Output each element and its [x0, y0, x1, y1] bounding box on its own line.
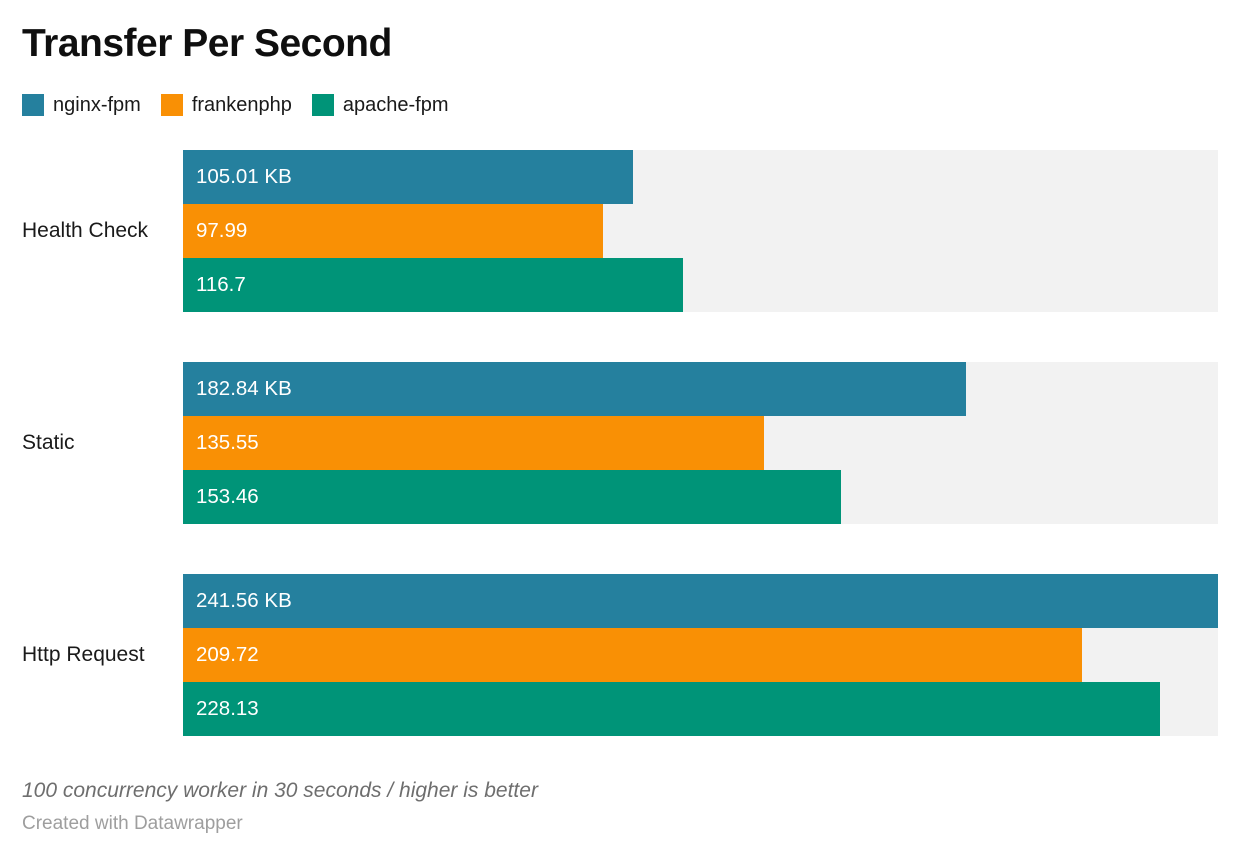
bar-stack: 182.84 KB 135.55 153.46	[183, 361, 1218, 524]
category-label: Http Request	[22, 642, 145, 666]
legend-item: nginx-fpm	[22, 94, 141, 117]
legend-label: frankenphp	[191, 93, 292, 116]
bar-group: Health Check 105.01 KB 97.99 116.7	[22, 149, 1218, 312]
legend-swatch-icon	[160, 94, 183, 117]
bar-value-label: 116.7	[196, 272, 246, 296]
chart-title: Transfer Per Second	[22, 22, 392, 65]
datawrapper-link[interactable]: Created with Datawrapper	[22, 812, 243, 834]
bar-value-label: 105.01 KB	[196, 164, 292, 188]
bar-track: 97.99	[183, 203, 1218, 258]
legend: nginx-fpm frankenphp apache-fpm	[22, 94, 1218, 117]
bar-group: Http Request 241.56 KB 209.72 228.13	[22, 573, 1218, 736]
bar: 241.56 KB	[183, 573, 1218, 628]
bar-value-label: 241.56 KB	[196, 588, 292, 612]
bar-value-label: 97.99	[196, 218, 248, 242]
bar: 116.7	[183, 257, 684, 312]
footer-note: 100 concurrency worker in 30 seconds / h…	[22, 778, 538, 802]
bar-track: 153.46	[183, 469, 1218, 524]
bar-value-label: 153.46	[196, 484, 259, 508]
attribution: Created with Datawrapper	[22, 813, 1218, 835]
category-label: Static	[22, 430, 75, 454]
bar-track: 105.01 KB	[183, 149, 1218, 204]
legend-label: apache-fpm	[342, 93, 449, 116]
category-label: Health Check	[22, 218, 149, 242]
bar: 97.99	[183, 203, 603, 258]
bar-chart: Health Check 105.01 KB 97.99 116.7 Static 182…	[22, 149, 1218, 736]
bar-value-label: 182.84 KB	[196, 376, 292, 400]
bar: 209.72	[183, 627, 1082, 682]
bar-stack: 241.56 KB 209.72 228.13	[183, 573, 1218, 736]
bar: 105.01 KB	[183, 149, 633, 204]
bar: 135.55	[183, 415, 764, 470]
legend-item: apache-fpm	[311, 93, 449, 117]
bar: 228.13	[183, 681, 1161, 736]
bar-track: 241.56 KB	[183, 573, 1218, 628]
bar-track: 116.7	[183, 257, 1218, 312]
bar-value-label: 209.72	[196, 642, 259, 666]
bar-value-label: 135.55	[196, 430, 259, 454]
bar-stack: 105.01 KB 97.99 116.7	[183, 149, 1218, 312]
legend-item: frankenphp	[160, 93, 292, 117]
bar-track: 228.13	[183, 681, 1218, 736]
bar-group: Static 182.84 KB 135.55 153.46	[22, 361, 1218, 524]
bar-track: 182.84 KB	[183, 361, 1218, 416]
bar: 182.84 KB	[183, 361, 967, 416]
bar: 153.46	[183, 469, 841, 524]
bar-track: 135.55	[183, 415, 1218, 470]
bar-value-label: 228.13	[196, 696, 259, 720]
bar-track: 209.72	[183, 627, 1218, 682]
legend-label: nginx-fpm	[53, 93, 141, 116]
legend-swatch-icon	[311, 94, 334, 117]
legend-swatch-icon	[22, 94, 44, 117]
